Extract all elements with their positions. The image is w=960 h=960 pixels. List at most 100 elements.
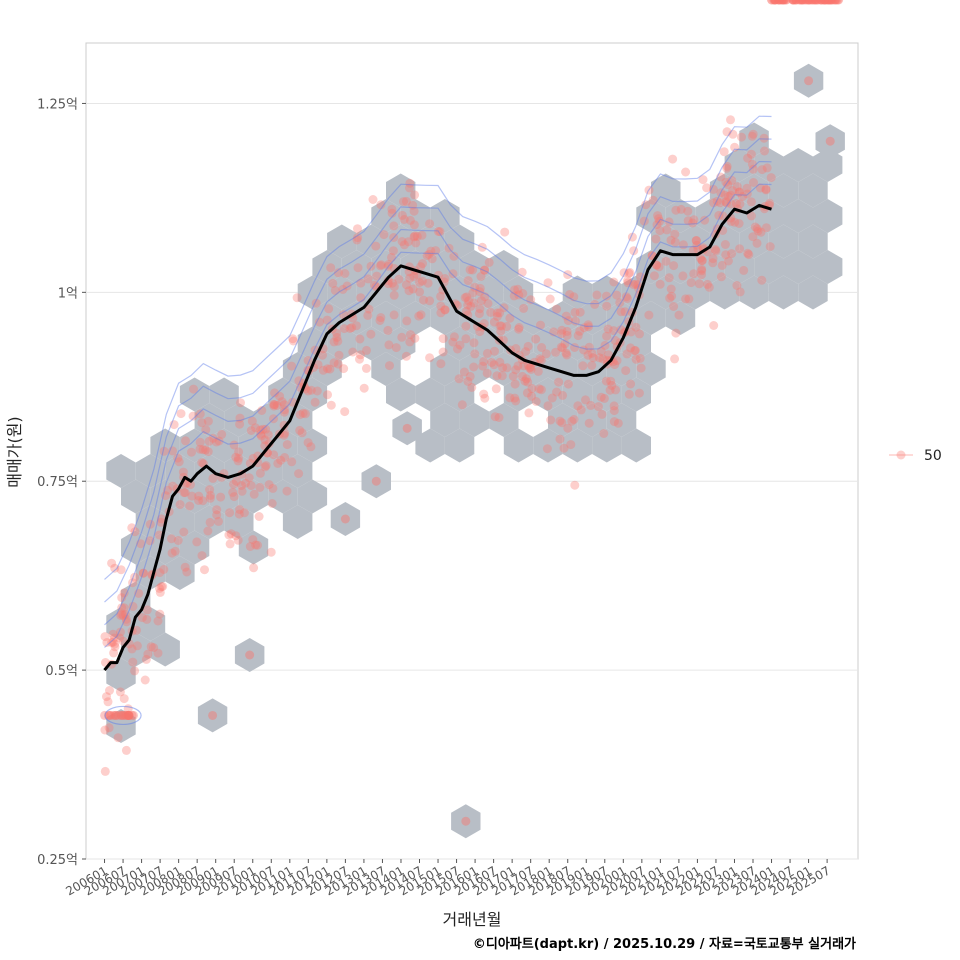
data-point: [418, 259, 427, 269]
data-point: [128, 601, 138, 611]
data-point: [655, 216, 665, 226]
data-point: [326, 400, 336, 410]
hex-bin: [562, 377, 593, 412]
data-point: [588, 353, 598, 363]
data-point: [756, 227, 766, 237]
data-point: [691, 236, 701, 246]
data-point: [765, 242, 775, 252]
data-point: [721, 250, 731, 260]
data-point: [363, 274, 373, 284]
data-point: [408, 284, 418, 294]
data-point: [616, 307, 626, 317]
data-point: [203, 526, 213, 536]
data-point: [497, 371, 507, 381]
data-point: [405, 215, 415, 225]
hex-bin: [106, 709, 136, 743]
data-point: [237, 481, 246, 490]
data-point: [461, 321, 471, 331]
data-point: [438, 347, 448, 357]
data-point: [698, 175, 708, 185]
data-point: [716, 188, 726, 198]
hex-bin: [253, 454, 283, 488]
hex-bin: [636, 301, 666, 335]
data-point: [204, 436, 214, 446]
data-point: [461, 306, 471, 316]
data-point: [742, 189, 752, 199]
data-point: [145, 536, 155, 546]
data-point: [767, 0, 777, 5]
data-point: [256, 431, 266, 441]
data-point: [545, 294, 555, 304]
data-point: [387, 252, 396, 262]
data-point: [694, 279, 704, 289]
hex-bin: [150, 632, 180, 667]
data-point: [113, 733, 123, 743]
data-point: [734, 187, 744, 197]
data-point: [205, 485, 215, 495]
hex-bin: [768, 224, 799, 259]
data-point: [355, 334, 365, 344]
data-point: [511, 396, 521, 406]
data-point: [746, 149, 756, 159]
data-point: [149, 643, 159, 653]
data-point: [195, 409, 205, 419]
data-point: [496, 326, 506, 336]
data-point: [525, 363, 534, 373]
hex-bin: [533, 326, 563, 361]
data-point: [505, 393, 515, 403]
data-point: [594, 353, 604, 363]
hex-bin: [754, 250, 784, 284]
data-point: [155, 609, 165, 619]
data-point: [239, 508, 249, 518]
data-point: [424, 249, 434, 259]
data-point: [569, 415, 579, 424]
data-point: [521, 347, 531, 357]
data-point: [781, 0, 791, 5]
data-point: [600, 340, 610, 350]
data-point: [130, 527, 140, 537]
data-point: [356, 278, 366, 288]
data-point: [491, 384, 501, 394]
hex-bin: [489, 403, 519, 437]
data-point: [311, 298, 321, 308]
hex-bin: [135, 607, 166, 641]
data-point: [340, 407, 350, 417]
data-point: [581, 395, 590, 405]
hex-bin: [577, 301, 607, 335]
data-point: [460, 293, 470, 303]
data-point: [480, 292, 490, 302]
data-point: [253, 540, 262, 550]
data-point: [475, 283, 485, 293]
data-point: [463, 300, 473, 310]
data-point: [303, 438, 313, 448]
data-point: [770, 0, 780, 5]
data-point: [201, 425, 211, 435]
data-point: [334, 350, 344, 360]
hex-bin: [430, 301, 460, 335]
data-point: [629, 246, 639, 256]
hex-bin-outlier: [793, 63, 824, 98]
data-point: [417, 276, 427, 286]
data-point: [734, 219, 744, 228]
data-point: [260, 462, 270, 472]
data-point: [119, 694, 129, 704]
data-point: [255, 425, 265, 435]
data-point: [522, 388, 532, 398]
data-point: [477, 242, 487, 252]
data-point: [631, 322, 641, 332]
data-point: [388, 246, 398, 256]
data-point: [425, 353, 435, 363]
data-point: [339, 364, 349, 374]
data-point: [383, 325, 393, 335]
data-point-outlier: [804, 76, 814, 86]
data-point: [282, 486, 292, 496]
data-point: [495, 357, 505, 367]
data-point: [508, 371, 518, 381]
hex-bin: [709, 275, 740, 310]
data-point: [410, 231, 420, 241]
data-point: [435, 227, 445, 237]
data-point: [760, 146, 769, 156]
data-point: [266, 547, 276, 557]
hex-bin: [783, 250, 813, 284]
data-point: [599, 429, 609, 438]
